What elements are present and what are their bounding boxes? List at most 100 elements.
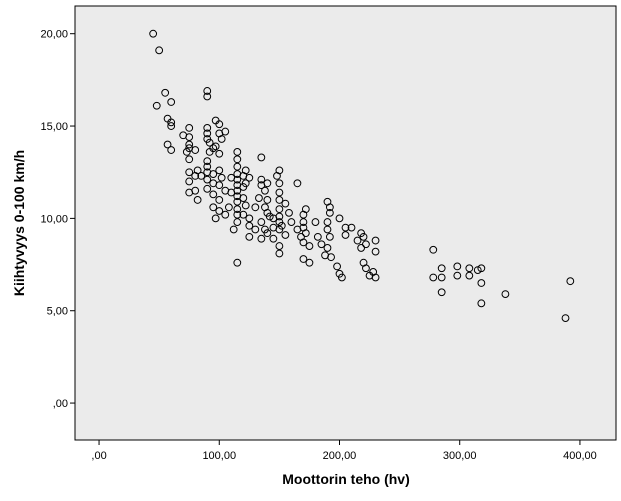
data-point (185, 133, 194, 142)
data-point (224, 203, 233, 212)
data-point (215, 181, 224, 190)
data-point (327, 253, 335, 262)
data-point (429, 273, 438, 282)
data-point (357, 244, 366, 252)
data-point (325, 232, 334, 241)
data-point (335, 214, 344, 223)
data-point (161, 88, 170, 97)
data-point (566, 277, 575, 286)
data-point (233, 258, 242, 267)
data-point (203, 175, 212, 184)
data-point (203, 162, 212, 171)
data-point (263, 179, 272, 188)
data-point (152, 101, 161, 110)
x-axis: ,00 100,00 200,00 300,00 400,00 (91, 440, 597, 462)
data-point (211, 214, 220, 223)
data-point (437, 273, 446, 282)
data-point (191, 146, 200, 154)
y-tick-label: ,00 (53, 398, 68, 410)
data-point (323, 218, 332, 226)
data-point (203, 129, 212, 138)
data-point (239, 194, 248, 202)
data-point (167, 122, 176, 130)
data-point (287, 218, 296, 226)
data-point (185, 123, 194, 132)
data-point (275, 196, 284, 204)
data-point (203, 92, 212, 101)
data-point (477, 299, 486, 308)
data-point (185, 155, 194, 164)
data-point (561, 314, 570, 323)
x-tick-label: 400,00 (563, 450, 597, 462)
y-tick-label: 15,00 (40, 121, 68, 133)
x-tick-label: 100,00 (202, 450, 236, 462)
data-point (257, 153, 266, 162)
data-point (209, 203, 218, 212)
data-point (233, 205, 242, 214)
data-point (275, 225, 284, 234)
data-point (341, 231, 350, 239)
data-point (263, 229, 272, 238)
data-point (305, 258, 314, 267)
data-point (257, 234, 266, 243)
data-point (185, 188, 194, 197)
data-point (229, 225, 238, 234)
data-point (197, 172, 206, 180)
data-point (353, 236, 362, 245)
data-point (275, 166, 284, 175)
data-point (465, 271, 474, 280)
data-point (245, 214, 254, 223)
data-point (285, 208, 293, 217)
data-point (371, 247, 380, 256)
data-points (149, 29, 575, 323)
data-point (275, 212, 284, 221)
data-point (185, 140, 194, 149)
data-point (221, 127, 230, 136)
y-axis-title: Kiihtyvyys 0-100 km/h (11, 150, 27, 296)
data-point (233, 155, 242, 164)
data-point (209, 170, 218, 178)
data-point (263, 196, 272, 204)
data-point (251, 203, 260, 212)
data-point (437, 264, 446, 273)
data-point (203, 123, 212, 132)
data-point (323, 225, 332, 234)
data-point (501, 290, 510, 299)
data-point (305, 242, 314, 250)
data-point (437, 288, 446, 297)
data-point (203, 157, 212, 166)
data-point (221, 210, 230, 219)
data-point (211, 142, 220, 151)
data-point (325, 203, 334, 212)
y-tick-label: 5,00 (47, 306, 68, 318)
data-point (233, 162, 242, 171)
x-tick-label: 300,00 (443, 450, 477, 462)
data-point (333, 262, 341, 271)
data-point (453, 262, 462, 271)
data-point (205, 138, 214, 147)
data-point (293, 179, 302, 188)
data-point (203, 184, 212, 193)
data-point (233, 197, 242, 206)
data-point (163, 140, 172, 149)
data-point (185, 177, 194, 186)
data-point (182, 147, 191, 156)
data-point (149, 29, 158, 38)
data-point (261, 186, 269, 195)
data-point (453, 271, 462, 280)
data-point (185, 168, 194, 177)
data-point (209, 190, 218, 199)
plot-area (74, 5, 617, 441)
data-point (193, 196, 202, 204)
data-point (241, 179, 250, 188)
data-point (301, 229, 310, 238)
x-tick-label: ,00 (91, 450, 106, 462)
data-point (311, 218, 320, 226)
data-point (215, 120, 224, 129)
data-point (429, 245, 438, 254)
data-point (167, 98, 176, 106)
data-point (275, 188, 284, 197)
data-point (239, 210, 248, 219)
